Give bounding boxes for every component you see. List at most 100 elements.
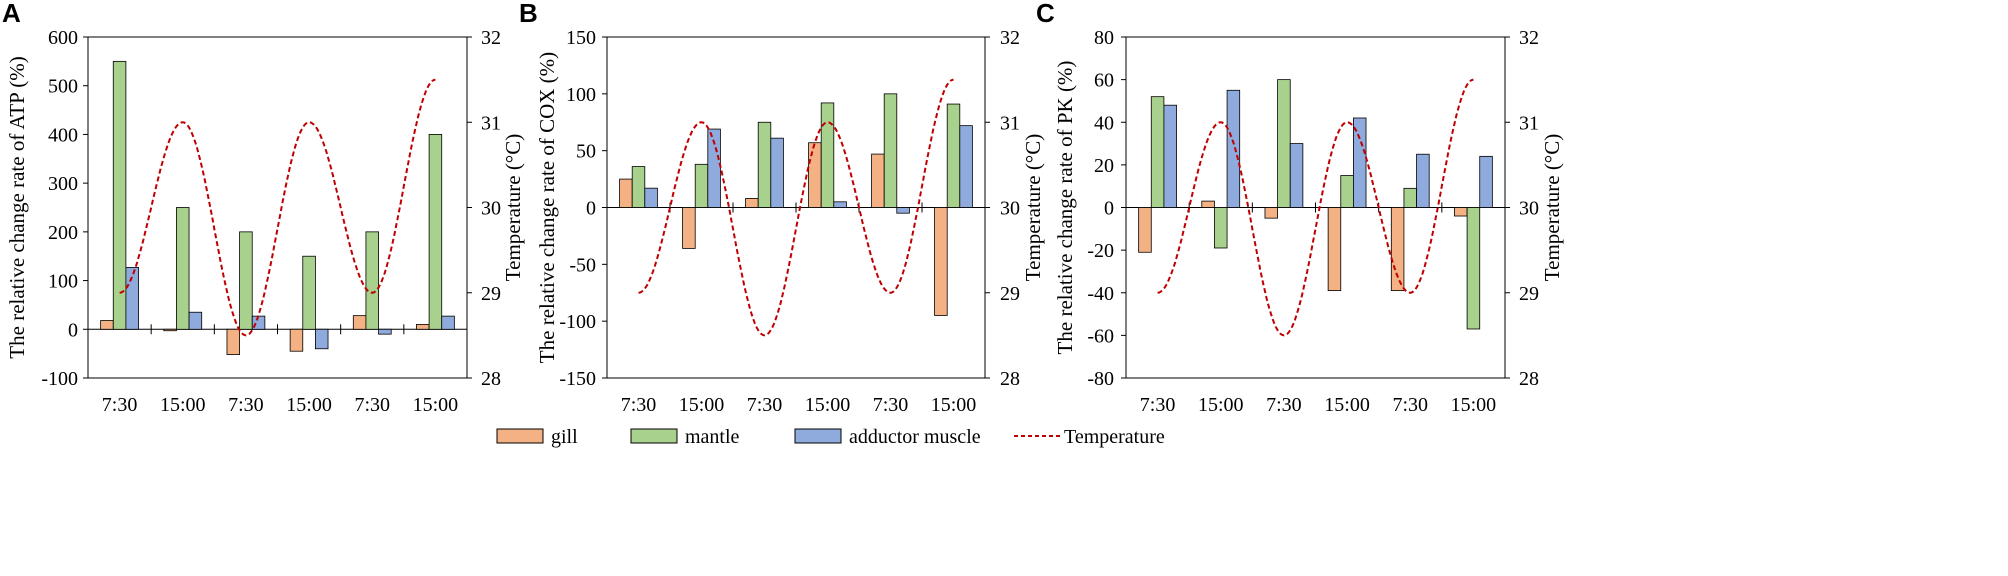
bar-gill <box>1390 207 1405 292</box>
y-axis-title: The relative change rate of ATP (%) <box>5 56 29 358</box>
y-tick-label: 60 <box>1094 70 1114 92</box>
bar-adductor <box>707 128 721 208</box>
temperature-line <box>638 78 954 337</box>
bar-mantle <box>302 255 316 330</box>
y-axis-title: The relative change rate of PK (%) <box>1053 61 1077 355</box>
y-tick-label: 100 <box>566 84 596 106</box>
x-tick-label: 15:00 <box>805 394 851 416</box>
x-tick-label: 15:00 <box>931 394 977 416</box>
bar-adductor <box>314 328 329 350</box>
temperature-line <box>119 78 436 337</box>
y2-tick-label: 29 <box>1519 283 1539 305</box>
bar-gill <box>1138 207 1152 253</box>
x-tick-label: 7:30 <box>102 394 138 416</box>
y-tick-label: -20 <box>1087 240 1114 262</box>
y-tick-label: -80 <box>1087 368 1114 390</box>
bar-gill <box>226 328 240 356</box>
y-tick-label: 100 <box>48 271 78 293</box>
y-tick-label: 0 <box>68 319 78 341</box>
bar-gill <box>289 328 304 352</box>
y2-axis-title: Temperature (°C) <box>1021 134 1045 281</box>
bar-gill <box>100 320 114 330</box>
x-tick-label: 15:00 <box>160 394 206 416</box>
bar-mantle <box>946 103 961 208</box>
y2-tick-label: 31 <box>481 112 501 134</box>
x-tick-label: 7:30 <box>228 394 264 416</box>
y-tick-label: 0 <box>1104 198 1114 220</box>
x-tick-label: 15:00 <box>1451 394 1497 416</box>
panel-letter: C <box>1036 0 1055 28</box>
x-tick-label: 7:30 <box>1266 394 1302 416</box>
bar-gill <box>808 142 822 208</box>
y-tick-label: 300 <box>48 173 78 195</box>
bar-gill <box>352 315 367 330</box>
y-tick-label: 80 <box>1094 27 1114 49</box>
bar-mantle <box>239 231 253 330</box>
y-tick-label: 150 <box>566 27 596 49</box>
y-tick-label: -100 <box>559 311 596 333</box>
y2-tick-label: 30 <box>481 198 501 220</box>
y2-tick-label: 32 <box>481 27 501 49</box>
bar-mantle <box>1150 96 1165 208</box>
bar-gill <box>1264 207 1279 219</box>
bar-adductor <box>644 187 658 208</box>
bar-mantle <box>1403 187 1417 208</box>
x-tick-label: 15:00 <box>1324 394 1370 416</box>
y-tick-label: -100 <box>41 368 78 390</box>
panel-letter: A <box>2 0 21 28</box>
y-tick-label: 500 <box>48 76 78 98</box>
panel-C: C -80 -60 -40 -20 0 20 40 60 80 28 29 30 31 32 7:30 15:0… <box>1036 0 1564 416</box>
x-tick-label: 7:30 <box>354 394 390 416</box>
bar-mantle <box>1340 175 1354 208</box>
bar-mantle <box>1277 79 1291 208</box>
bar-gill <box>871 153 885 208</box>
y2-tick-label: 29 <box>481 283 501 305</box>
bar-adductor <box>959 125 973 208</box>
y2-tick-label: 30 <box>1000 198 1020 220</box>
y2-tick-label: 31 <box>1519 112 1539 134</box>
x-tick-label: 7:30 <box>1392 394 1428 416</box>
y2-axis-title: Temperature (°C) <box>1540 134 1564 281</box>
x-tick-label: 7:30 <box>621 394 657 416</box>
bar-gill <box>1327 207 1342 292</box>
bar-mantle <box>112 60 127 330</box>
y-tick-label: -150 <box>559 368 596 390</box>
bar-gill <box>1454 207 1468 217</box>
legend: gill mantle adductor muscle Temperature <box>496 426 1165 448</box>
bar-adductor <box>770 137 784 208</box>
bar-adductor <box>896 207 910 214</box>
bar-adductor <box>1479 155 1493 208</box>
panel-letter: B <box>519 0 538 28</box>
legend-swatch-adductor <box>794 428 842 444</box>
legend-label-temperature: Temperature <box>1064 426 1165 448</box>
bar-mantle <box>428 134 443 330</box>
bar-gill <box>163 328 177 332</box>
bar-adductor <box>378 328 392 335</box>
y2-tick-label: 28 <box>1519 368 1539 390</box>
y-tick-label: 0 <box>586 198 596 220</box>
bar-gill <box>416 324 430 330</box>
bar-gill <box>619 178 633 208</box>
y2-tick-label: 28 <box>481 368 501 390</box>
y-tick-label: 50 <box>576 141 596 163</box>
bar-gill <box>1201 200 1215 208</box>
legend-swatch-mantle <box>630 428 678 444</box>
y2-tick-label: 32 <box>1000 27 1020 49</box>
bar-adductor <box>1416 153 1430 208</box>
legend-label-mantle: mantle <box>685 426 740 448</box>
bar-mantle <box>820 102 835 208</box>
panel-A: A -100 0 100 200 300 400 500 600 28 29 30 31 32 7:30 15… <box>2 0 525 416</box>
bar-mantle <box>365 231 379 330</box>
bar-adductor <box>188 311 203 330</box>
y-tick-label: 400 <box>48 124 78 146</box>
bar-adductor <box>833 201 847 208</box>
legend-label-adductor: adductor muscle <box>849 426 981 448</box>
x-tick-label: 15:00 <box>679 394 725 416</box>
x-tick-label: 7:30 <box>873 394 909 416</box>
y2-tick-label: 32 <box>1519 27 1539 49</box>
x-tick-label: 7:30 <box>1140 394 1176 416</box>
temperature-line <box>1157 78 1474 337</box>
y-tick-label: -50 <box>569 254 596 276</box>
bar-mantle <box>757 121 772 208</box>
